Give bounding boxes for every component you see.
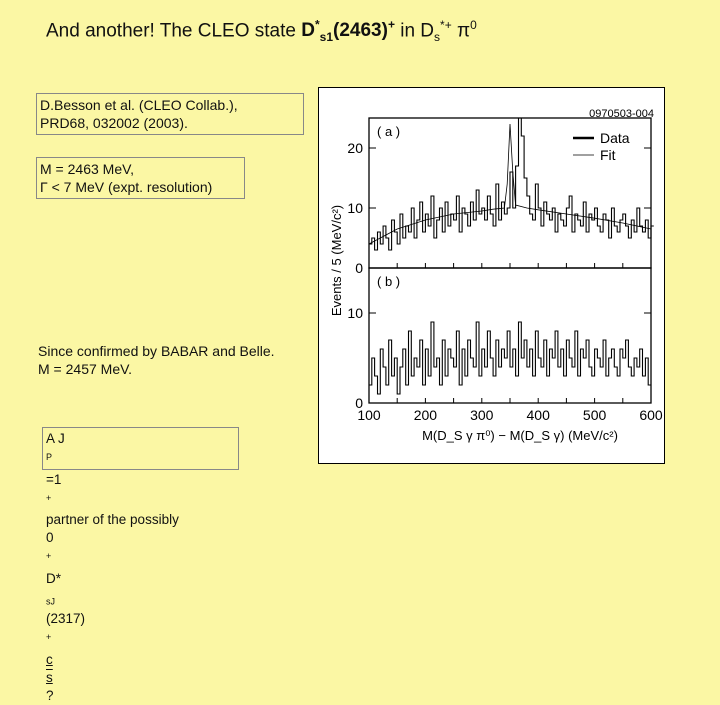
state-sub: s1	[319, 30, 334, 45]
x-tick-label-300: 300	[470, 407, 494, 423]
title-prefix: And another! The CLEO state	[46, 20, 302, 42]
panel-label-b: ( b )	[377, 274, 400, 289]
confirmation-line-1: Since confirmed by BABAR and Belle.	[38, 343, 275, 359]
x-tick-label-200: 200	[414, 407, 438, 423]
figure-id: 0970503-004	[589, 108, 654, 120]
slide-title: And another! The CLEO state D*s1(2463)+ …	[46, 18, 477, 44]
partner-l2b: D*	[46, 570, 62, 586]
partner-l2d: c	[46, 651, 53, 667]
width-line: Γ < 7 MeV (expt. resolution)	[40, 179, 213, 195]
x-tick-label-400: 400	[527, 407, 551, 423]
partner-l1-sup2: +	[46, 492, 52, 503]
state-main: D	[301, 20, 315, 42]
state-sup-charge: +	[387, 18, 395, 32]
y-axis-label: Events / 5 (MeV/c²)	[329, 205, 344, 316]
partner-l2e: ?	[46, 687, 54, 703]
partner-l2a: 0	[46, 530, 54, 545]
title-mid: in D	[394, 20, 435, 42]
partner-l1a: A J	[46, 431, 65, 446]
partner-l1c: partner of the possibly	[46, 512, 179, 527]
y-tick-label-a-0: 0	[355, 260, 363, 276]
partner-l2a-sup: +	[46, 551, 52, 561]
state-mass: (2463)	[333, 20, 388, 42]
y-tick-label-b-10: 10	[347, 305, 363, 321]
reference-box: D.Besson et al. (CLEO Collab.), PRD68, 0…	[36, 93, 304, 135]
fit-curve	[368, 123, 652, 245]
ds-sub: s	[434, 30, 441, 45]
partner-l2s: s	[46, 669, 53, 685]
state-sup-star: *	[314, 18, 320, 32]
confirmation-line-2: M = 2457 MeV.	[38, 361, 133, 377]
data-histogram-b	[369, 321, 651, 395]
reference-line-1: D.Besson et al. (CLEO Collab.),	[40, 97, 238, 113]
partner-l1b: =1	[46, 471, 62, 487]
ds-sup: *+	[440, 18, 452, 32]
pi-sup: 0	[470, 18, 477, 32]
pi-symbol: π	[451, 20, 471, 42]
reference-line-2: PRD68, 032002 (2003).	[40, 115, 188, 131]
legend-fit-label: Fit	[600, 147, 616, 163]
y-tick-label-b-0: 0	[355, 395, 363, 411]
mass-width-box: M = 2463 MeV, Γ < 7 MeV (expt. resolutio…	[36, 157, 245, 199]
partner-line-1: A J P =1 + partner of the possibly	[46, 430, 235, 529]
partner-box: A J P =1 + partner of the possibly 0 + D* sJ (2…	[42, 427, 239, 703]
y-tick-label-a-10: 10	[347, 200, 363, 216]
x-axis-label: M(D_S γ π⁰) − M(D_S γ) (MeV/c²)	[422, 428, 618, 443]
partner-l2c: (2317)	[46, 611, 86, 627]
state-symbol: D*s1(2463)+	[301, 18, 395, 45]
partner-l1-sup: P	[46, 452, 53, 462]
data-histogram-a	[369, 117, 654, 251]
confirmation-text: Since confirmed by BABAR and Belle. M = …	[38, 342, 275, 378]
mass-line: M = 2463 MeV,	[40, 161, 135, 177]
x-tick-label-600: 600	[639, 407, 663, 423]
x-tick-label-500: 500	[583, 407, 607, 423]
cleo-figure: 0970503-004 0 10 20 ( a ) Data Fit 0 10 ( b ) 100 2…	[318, 87, 665, 464]
legend-data-label: Data	[600, 130, 630, 146]
panel-label-a: ( a )	[377, 124, 400, 139]
y-tick-label-a-20: 20	[347, 140, 363, 156]
partner-l2c-sup: +	[46, 632, 52, 643]
x-tick-label-100: 100	[357, 407, 381, 423]
partner-l2-sub: sJ	[46, 596, 55, 607]
